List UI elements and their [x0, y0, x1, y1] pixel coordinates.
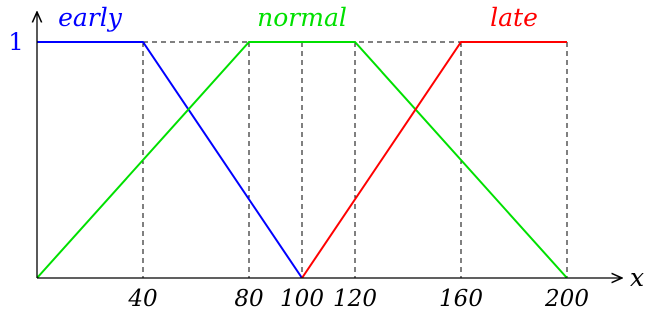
series-labels: early normal late [58, 3, 538, 32]
x-axis-label: x [630, 263, 644, 292]
x-tick-label-40: 40 [127, 286, 157, 312]
x-tick-label-100: 100 [280, 286, 324, 312]
series-line-early [37, 41, 303, 279]
series-line-late [301, 41, 567, 279]
x-tick-labels: 40 80 100 120 160 200 [127, 286, 589, 312]
x-tick-label-160: 160 [439, 286, 483, 312]
y-tick-label-1: 1 [8, 28, 23, 56]
x-tick-label-200: 200 [544, 286, 589, 312]
series-label-late: late [490, 3, 538, 32]
series-line-normal [36, 41, 568, 279]
y-tick-labels: 1 [8, 28, 23, 56]
dashed-guides [142, 41, 568, 278]
series-layer [36, 41, 568, 279]
series-label-normal: normal [257, 3, 347, 32]
series-label-early: early [58, 3, 123, 32]
x-tick-label-80: 80 [234, 286, 263, 312]
x-tick-label-120: 120 [333, 286, 377, 312]
